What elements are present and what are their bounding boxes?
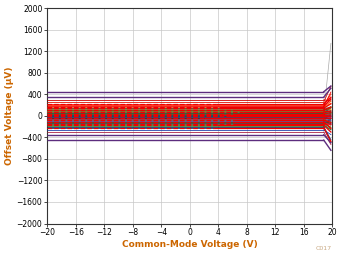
X-axis label: Common-Mode Voltage (V): Common-Mode Voltage (V) (122, 240, 258, 249)
Text: C017: C017 (316, 246, 332, 251)
Y-axis label: Offset Voltage (μV): Offset Voltage (μV) (5, 67, 14, 165)
